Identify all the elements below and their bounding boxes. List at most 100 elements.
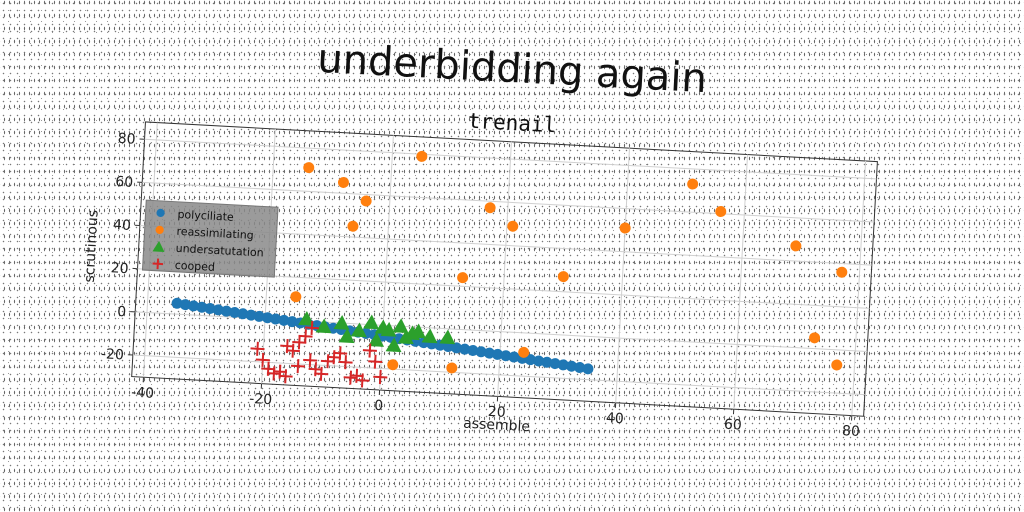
reassimilating-point: [290, 291, 302, 303]
reassimilating-point: [337, 176, 349, 188]
y-grid-line: [132, 354, 865, 396]
chart-subtitle: trenail: [467, 109, 557, 138]
reassimilating-point: [687, 178, 699, 190]
y-tick-label: -20: [101, 346, 125, 363]
cooped-point: [303, 353, 318, 368]
y-tick-label: 80: [117, 131, 136, 148]
polyciliate-point: [549, 358, 561, 370]
cooped-point: [278, 369, 293, 384]
x-grid-line: [851, 160, 867, 416]
reassimilating-point: [446, 362, 458, 374]
cooped-point: [304, 320, 319, 335]
reassimilating-point: [416, 150, 428, 162]
undersatutation-point: [385, 337, 402, 353]
cooped-point: [362, 343, 377, 358]
polyciliate-point: [261, 312, 273, 324]
legend-label-undersatutation: undersatutation: [175, 242, 264, 260]
polyciliate-point: [574, 362, 586, 374]
axis-ticks: -40 -20 0 20 40 60 80 -20 0 20 40 60 80: [101, 131, 861, 440]
undersatutation-point: [333, 315, 350, 330]
legend-items: polyciliatereassimilatingundersatutation…: [152, 208, 264, 274]
polyciliate-point: [483, 347, 495, 359]
x-tick-label: 60: [724, 417, 743, 434]
polyciliate-point: [204, 303, 216, 315]
reassimilating-point: [484, 202, 496, 214]
polyciliate-point: [459, 343, 471, 355]
reassimilating-point: [518, 346, 530, 358]
polyciliate-point: [557, 359, 569, 371]
cooped-point: [355, 373, 370, 388]
x-tick-label: 40: [605, 410, 624, 427]
y-tick-label: 40: [113, 217, 132, 234]
cooped-point: [280, 339, 295, 354]
legend-box: [141, 199, 279, 278]
cooped-point: [298, 329, 313, 344]
legend-label-cooped: cooped: [174, 259, 215, 274]
polyciliate-point: [270, 313, 282, 325]
cooped-point: [368, 354, 383, 369]
x-axis-label: assemble: [463, 416, 531, 436]
polyciliate-point: [508, 351, 520, 363]
cooped-point: [266, 366, 281, 381]
polyciliate-point: [253, 310, 265, 322]
y-tick-label: 20: [110, 260, 129, 277]
x-grid-line: [733, 154, 749, 410]
undersatutation-point: [439, 329, 456, 345]
series-reassimilating: [290, 150, 848, 374]
series-cooped: [250, 320, 388, 388]
x-tick-label: 20: [487, 404, 506, 421]
polyciliate-point: [500, 350, 512, 362]
undersatutation-point: [363, 314, 380, 330]
cooped-point: [373, 370, 388, 385]
legend-marker-undersatutation: [152, 240, 165, 252]
polyciliate-point: [582, 363, 594, 375]
undersatutation-point: [350, 322, 367, 338]
reassimilating-point: [347, 220, 359, 232]
legend-label-polyciliate: polyciliate: [177, 208, 234, 224]
reassimilating-point: [619, 222, 631, 234]
reassimilating-point: [836, 266, 848, 278]
polyciliate-point: [475, 346, 487, 358]
legend: polyciliatereassimilatingundersatutation…: [141, 199, 279, 278]
legend-marker-polyciliate: [156, 208, 165, 218]
reassimilating-point: [790, 240, 802, 252]
undersatutation-point: [409, 323, 426, 339]
polyciliate-point: [212, 304, 224, 316]
undersatutation-point: [392, 318, 409, 334]
legend-marker-cooped: [152, 258, 164, 270]
cooped-point: [343, 370, 358, 385]
reassimilating-point: [360, 195, 372, 207]
polyciliate-point: [278, 314, 290, 326]
x-grid-line: [379, 135, 394, 391]
reassimilating-point: [303, 162, 315, 174]
polyciliate-point: [541, 356, 553, 368]
reassimilating-point: [715, 206, 727, 218]
undersatutation-point: [338, 328, 355, 344]
x-tick-label: 0: [374, 398, 384, 414]
polyciliate-point: [524, 354, 536, 366]
undersatutation-point: [368, 332, 385, 347]
cooped-point: [314, 366, 329, 381]
reassimilating-point: [809, 332, 821, 344]
polyciliate-point: [229, 306, 241, 318]
polyciliate-point: [566, 360, 578, 372]
undersatutation-point: [298, 310, 315, 326]
polyciliate-point: [492, 348, 504, 360]
cooped-point: [333, 346, 348, 361]
undersatutation-point: [421, 328, 438, 344]
chart-title: underbidding again: [316, 36, 708, 102]
polyciliate-point: [286, 316, 298, 328]
plot-area: -40 -20 0 20 40 60 80 -20 0 20 40 60 80 polyciliater…: [82, 121, 878, 440]
x-tick-label: -40: [131, 385, 155, 402]
polyciliate-point: [188, 300, 200, 312]
polyciliate-point: [533, 355, 545, 367]
x-tick-label: -20: [249, 391, 273, 408]
y-tick-label: 0: [117, 304, 127, 320]
x-grid-line: [615, 148, 630, 403]
reassimilating-point: [457, 272, 469, 284]
cooped-point: [290, 359, 306, 374]
cooped-point: [338, 355, 353, 370]
reassimilating-point: [831, 359, 843, 371]
polyciliate-point: [245, 309, 257, 321]
